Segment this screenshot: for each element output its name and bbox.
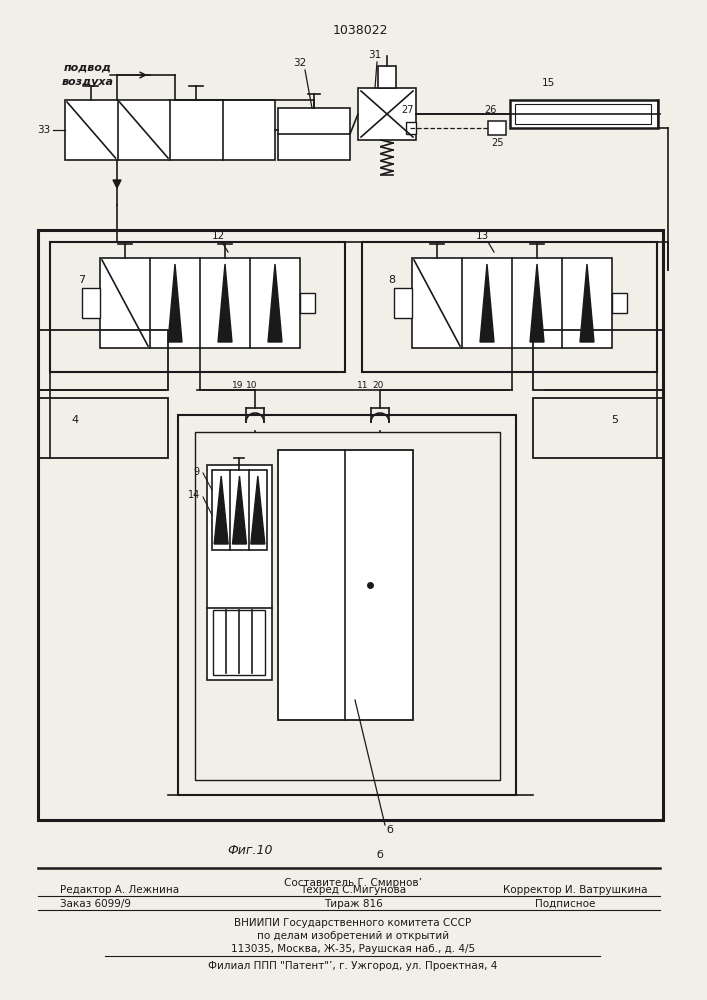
Bar xyxy=(207,465,272,680)
Text: 25: 25 xyxy=(492,138,504,148)
Bar xyxy=(178,415,516,795)
Text: 7: 7 xyxy=(78,275,86,285)
Text: Фиг.10: Фиг.10 xyxy=(227,844,273,856)
Text: 31: 31 xyxy=(368,50,382,60)
Bar xyxy=(82,288,100,318)
Text: Редактор А. Лежнина: Редактор А. Лежнина xyxy=(60,885,180,895)
Text: 32: 32 xyxy=(293,58,307,68)
Text: 5: 5 xyxy=(612,415,619,425)
Bar xyxy=(515,104,651,124)
Polygon shape xyxy=(251,476,265,544)
Text: 26: 26 xyxy=(484,105,496,115)
Polygon shape xyxy=(530,264,544,342)
Text: подвод: подвод xyxy=(64,63,112,73)
Polygon shape xyxy=(480,264,494,342)
Bar xyxy=(213,610,265,675)
Text: 11: 11 xyxy=(357,380,369,389)
Text: Корректор И. Ватрушкина: Корректор И. Ватрушкина xyxy=(503,885,647,895)
Bar xyxy=(533,398,663,458)
Text: 4: 4 xyxy=(71,415,78,425)
Polygon shape xyxy=(268,264,282,342)
Bar xyxy=(358,88,416,140)
Bar xyxy=(488,121,506,135)
Bar xyxy=(394,288,412,318)
Text: 27: 27 xyxy=(401,105,414,115)
Bar xyxy=(378,66,396,88)
Text: воздуха: воздуха xyxy=(62,77,114,87)
Text: 1038022: 1038022 xyxy=(332,23,387,36)
Bar xyxy=(612,293,627,313)
Text: 19: 19 xyxy=(233,380,244,389)
Text: Тираж 816: Тираж 816 xyxy=(324,899,382,909)
Bar xyxy=(38,398,168,458)
Polygon shape xyxy=(214,476,228,544)
Text: Составитель Г. Смирнов’: Составитель Г. Смирнов’ xyxy=(284,878,422,888)
Bar xyxy=(412,258,612,348)
Text: ВНИИПИ Государственного комитета СССР: ВНИИПИ Государственного комитета СССР xyxy=(235,918,472,928)
Text: по делам изобретений и открытий: по делам изобретений и открытий xyxy=(257,931,449,941)
Text: 9: 9 xyxy=(194,467,200,477)
Bar xyxy=(50,242,345,372)
Text: 15: 15 xyxy=(542,78,554,88)
Text: Заказ 6099/9: Заказ 6099/9 xyxy=(59,899,131,909)
Text: Филиал ППП "Патент"’, г. Ужгород, ул. Проектная, 4: Филиал ППП "Патент"’, г. Ужгород, ул. Пр… xyxy=(209,961,498,971)
Polygon shape xyxy=(580,264,594,342)
Polygon shape xyxy=(113,180,121,188)
Text: Подписное: Подписное xyxy=(534,899,595,909)
Text: 10: 10 xyxy=(246,380,258,389)
Bar xyxy=(406,122,416,134)
Bar xyxy=(278,108,350,160)
Bar xyxy=(65,100,275,160)
Bar xyxy=(362,242,657,372)
Polygon shape xyxy=(168,264,182,342)
Bar xyxy=(510,100,658,128)
Text: 12: 12 xyxy=(211,231,225,241)
Text: 14: 14 xyxy=(188,490,200,500)
Text: 33: 33 xyxy=(37,125,50,135)
Bar xyxy=(533,330,663,390)
Text: б: б xyxy=(377,850,383,860)
Bar xyxy=(212,470,267,550)
Bar xyxy=(100,258,300,348)
Text: 20: 20 xyxy=(373,380,384,389)
Text: б: б xyxy=(387,825,393,835)
Bar xyxy=(195,432,500,780)
Text: Техред С.Мигунова: Техред С.Мигунова xyxy=(300,885,406,895)
Bar xyxy=(38,330,168,390)
Text: 13: 13 xyxy=(475,231,489,241)
Bar xyxy=(38,230,663,820)
Polygon shape xyxy=(233,476,247,544)
Polygon shape xyxy=(218,264,232,342)
Text: 8: 8 xyxy=(388,275,395,285)
Bar xyxy=(278,450,413,720)
Text: 113035, Москва, Ж-35, Раушская наб., д. 4/5: 113035, Москва, Ж-35, Раушская наб., д. … xyxy=(231,944,475,954)
Bar xyxy=(300,293,315,313)
